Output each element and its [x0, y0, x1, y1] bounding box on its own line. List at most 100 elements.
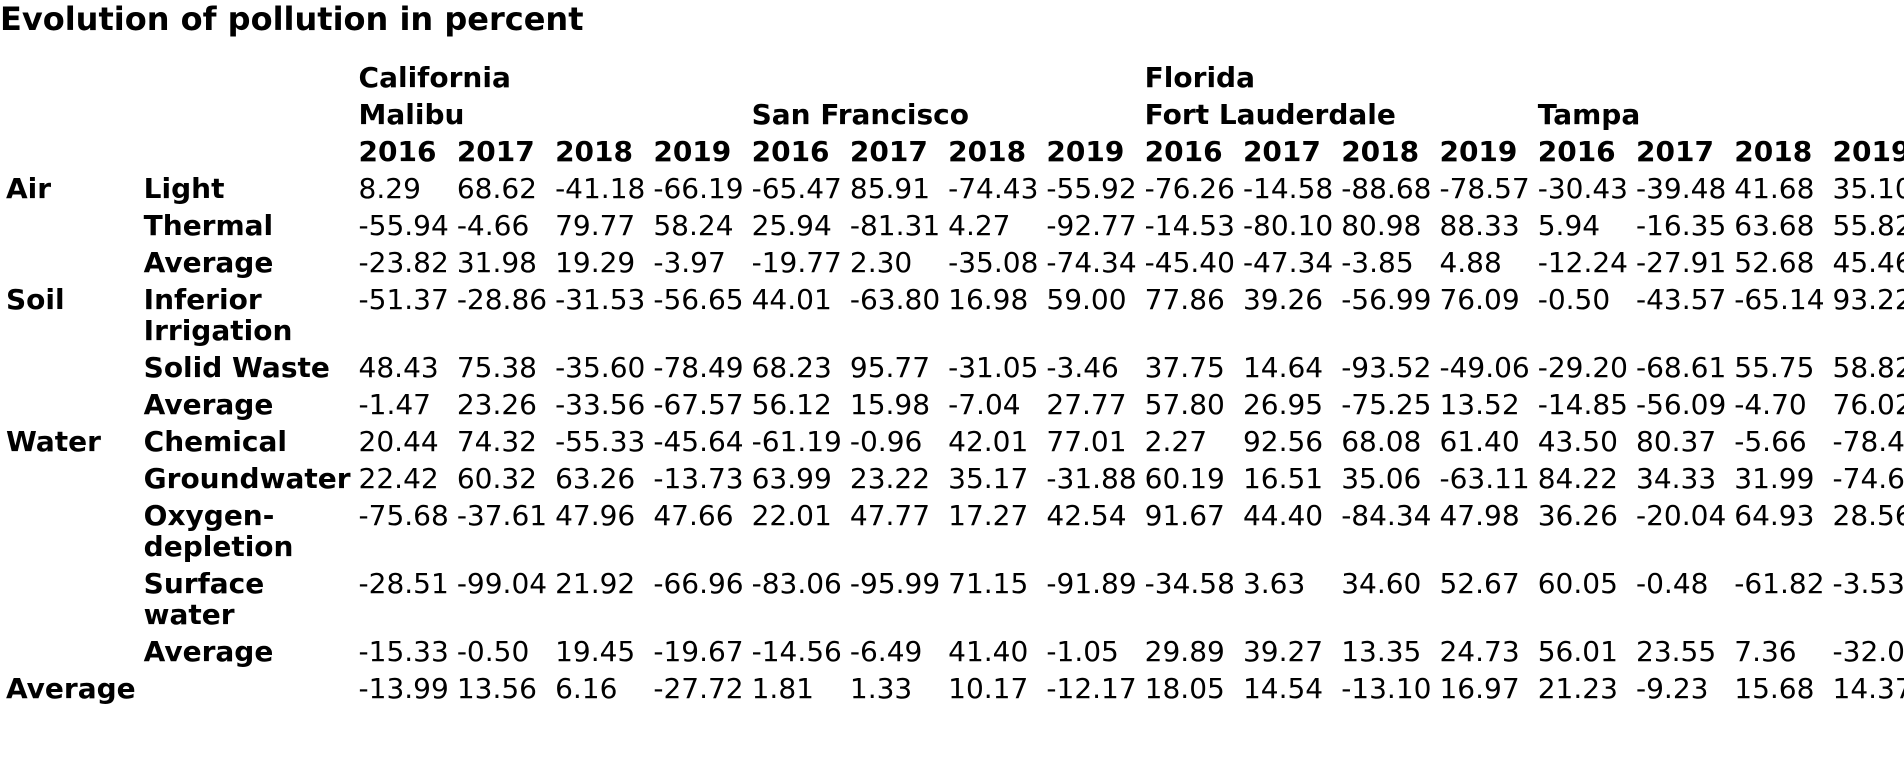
value-cell: -0.50: [456, 635, 530, 668]
table-row: Average -13.99 13.56 6.16 -27.72 1.81 1.33 10.1…: [2, 671, 1904, 708]
value-cell: -31.05: [948, 351, 1039, 384]
value-cell: 4.27: [948, 209, 1011, 242]
city-header: San Francisco: [751, 98, 970, 131]
value-cell: 80.98: [1341, 209, 1422, 242]
value-cell: 95.77: [849, 351, 931, 384]
value-cell: -74.34: [1046, 246, 1137, 279]
value-cell: -45.40: [1144, 246, 1235, 279]
row-category: [2, 208, 140, 245]
table-header: California Florida Malibu San Francisco …: [2, 60, 1904, 171]
row-subcategory: Thermal: [143, 209, 274, 242]
value-cell: 15.98: [849, 388, 931, 421]
row-subcategory: Surface water: [143, 567, 265, 631]
row-category: [2, 498, 140, 566]
value-cell: 31.99: [1734, 462, 1815, 495]
value-cell: -13.99: [358, 672, 449, 705]
value-cell: 21.92: [555, 567, 636, 600]
value-cell: -65.14: [1734, 283, 1825, 316]
value-cell: 35.10: [1832, 172, 1904, 205]
value-cell: -51.37: [358, 283, 449, 316]
row-category: [2, 634, 140, 671]
value-cell: -66.19: [653, 172, 744, 205]
value-cell: 13.52: [1439, 388, 1520, 421]
table-body: Air Light 8.29 68.62 -41.18 -66.19 -65.47 85.91…: [2, 171, 1904, 708]
table-row: Air Light 8.29 68.62 -41.18 -66.19 -65.47 85.91…: [2, 171, 1904, 208]
year-header: 2017: [849, 135, 928, 168]
value-cell: 60.32: [456, 462, 537, 495]
value-cell: -14.85: [1537, 388, 1628, 421]
value-cell: -75.25: [1341, 388, 1432, 421]
value-cell: 19.29: [555, 246, 636, 279]
value-cell: -34.58: [1144, 567, 1235, 600]
value-cell: -23.82: [358, 246, 449, 279]
table-row: Average -23.82 31.98 19.29 -3.97 -19.77 2.30 -3…: [2, 245, 1904, 282]
value-cell: 36.26: [1537, 499, 1618, 532]
value-cell: 44.40: [1242, 499, 1324, 532]
value-cell: -35.60: [555, 351, 646, 384]
value-cell: 35.17: [948, 462, 1029, 495]
value-cell: 60.05: [1537, 567, 1618, 600]
value-cell: 56.01: [1537, 635, 1618, 668]
value-cell: -13.10: [1341, 672, 1432, 705]
year-header: 2019: [1439, 135, 1518, 168]
value-cell: 1.81: [751, 672, 814, 705]
row-subcategory: Oxygen-depletion: [143, 499, 294, 563]
value-cell: -47.34: [1242, 246, 1334, 279]
corner-cell: [140, 134, 355, 171]
value-cell: 15.68: [1734, 672, 1815, 705]
value-cell: -19.67: [653, 635, 744, 668]
value-cell: 5.94: [1537, 209, 1601, 242]
value-cell: -32.00: [1832, 635, 1904, 668]
value-cell: -93.52: [1341, 351, 1432, 384]
value-cell: -74.61: [1832, 462, 1904, 495]
table-row: Groundwater 22.42 60.32 63.26 -13.73 63.99 23.…: [2, 461, 1904, 498]
value-cell: -55.92: [1046, 172, 1137, 205]
year-header: 2018: [1341, 135, 1420, 168]
row-category: [2, 461, 140, 498]
city-header: Malibu: [358, 98, 465, 131]
row-subcategory: Average: [143, 635, 274, 668]
value-cell: 58.82: [1832, 351, 1904, 384]
value-cell: -66.96: [653, 567, 744, 600]
value-cell: 47.98: [1439, 499, 1520, 532]
row-subcategory: Average: [143, 246, 274, 279]
table-row: Thermal -55.94 -4.66 79.77 58.24 25.94 -81.31 4…: [2, 208, 1904, 245]
value-cell: 14.64: [1242, 351, 1324, 384]
value-cell: 88.33: [1439, 209, 1520, 242]
value-cell: 64.93: [1734, 499, 1815, 532]
value-cell: 63.26: [555, 462, 636, 495]
year-header: 2018: [948, 135, 1027, 168]
corner-cell: [2, 134, 140, 171]
row-subcategory: [140, 671, 355, 708]
value-cell: 61.40: [1439, 425, 1520, 458]
value-cell: 34.60: [1341, 567, 1422, 600]
value-cell: 63.99: [751, 462, 832, 495]
value-cell: 39.27: [1242, 635, 1324, 668]
value-cell: 16.97: [1439, 672, 1520, 705]
value-cell: -37.61: [456, 499, 548, 532]
value-cell: 1.33: [849, 672, 913, 705]
table-row: Soil Inferior Irrigation -51.37 -28.86 -31.5…: [2, 282, 1904, 350]
value-cell: -55.94: [358, 209, 449, 242]
value-cell: 24.73: [1439, 635, 1520, 668]
value-cell: -56.09: [1636, 388, 1727, 421]
value-cell: -91.89: [1046, 567, 1137, 600]
value-cell: 21.23: [1537, 672, 1618, 705]
value-cell: 80.37: [1636, 425, 1717, 458]
value-cell: -3.97: [653, 246, 726, 279]
year-header: 2017: [456, 135, 535, 168]
value-cell: 4.88: [1439, 246, 1502, 279]
state-header: Florida: [1144, 61, 1255, 94]
pollution-table: California Florida Malibu San Francisco …: [2, 60, 1904, 708]
value-cell: -45.64: [653, 425, 744, 458]
row-category: Air: [6, 172, 52, 205]
row-category: Average: [6, 672, 136, 705]
corner-cell: [140, 97, 355, 134]
value-cell: -75.68: [358, 499, 449, 532]
value-cell: 10.17: [948, 672, 1029, 705]
value-cell: -14.53: [1144, 209, 1235, 242]
row-category: Soil: [6, 283, 65, 316]
year-header: 2017: [1242, 135, 1321, 168]
value-cell: -78.57: [1439, 172, 1530, 205]
year-header: 2016: [751, 135, 830, 168]
